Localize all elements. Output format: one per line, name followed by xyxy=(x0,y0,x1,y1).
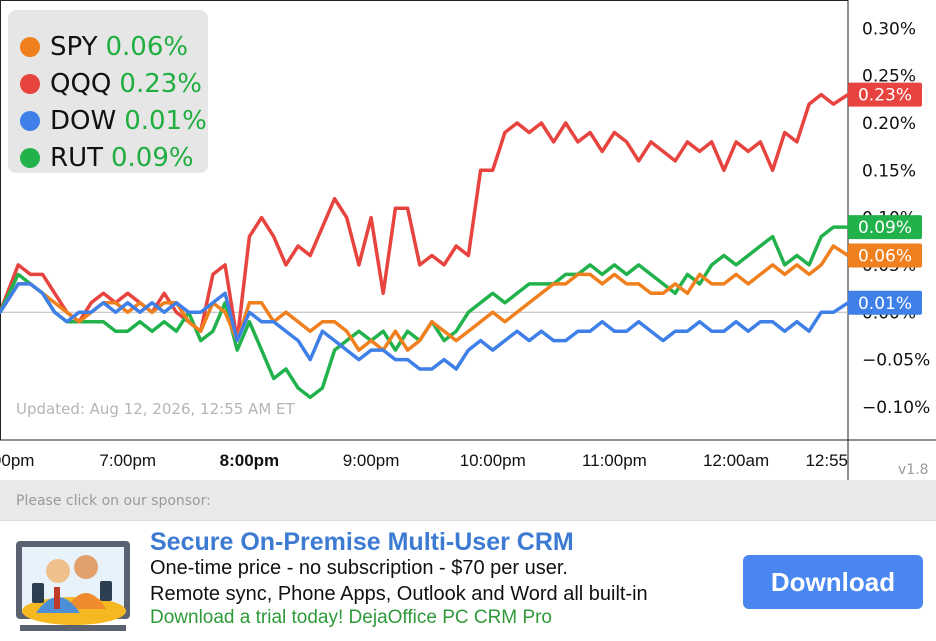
y-tick-label: 0.25% xyxy=(862,67,916,87)
sponsor-ad[interactable]: Secure On-Premise Multi-User CRM One-tim… xyxy=(0,520,936,641)
legend-box: SPY 0.06% QQQ 0.23% DOW 0.01% RUT 0.09% xyxy=(8,10,208,173)
crm-logo-icon xyxy=(16,541,130,631)
legend-symbol: RUT xyxy=(50,143,103,173)
qqq-dot xyxy=(20,74,40,94)
end-label-spy: 0.06% xyxy=(858,246,912,266)
y-tick-label: −0.05% xyxy=(862,351,930,371)
legend-value: 0.06% xyxy=(105,32,189,62)
legend-symbol: SPY xyxy=(50,32,98,62)
y-tick-label: 0.20% xyxy=(862,114,916,134)
legend-item-dow: DOW 0.01% xyxy=(20,103,207,139)
end-label-box-dow xyxy=(848,290,922,315)
y-tick-label: −0.10% xyxy=(862,398,930,418)
market-chart: 0.30%0.25%0.20%0.15%0.10%0.05%0.00%−0.05… xyxy=(0,0,936,480)
dow-dot xyxy=(20,111,40,131)
end-label-box-spy xyxy=(848,243,922,268)
end-label-rut: 0.09% xyxy=(858,218,912,238)
x-tick-label: 7:00pm xyxy=(99,451,156,470)
legend-item-rut: RUT 0.09% xyxy=(20,140,194,176)
x-tick-label: 8:00pm xyxy=(220,451,280,470)
legend-value: 0.09% xyxy=(110,143,194,173)
ad-line-features: Remote sync, Phone Apps, Outlook and Wor… xyxy=(150,583,648,605)
legend-item-qqq: QQQ 0.23% xyxy=(20,66,202,102)
ad-line-price: One-time price - no subscription - $70 p… xyxy=(150,557,568,579)
rut-dot xyxy=(20,148,40,168)
x-tick-label: 12:00am xyxy=(703,451,769,470)
x-tick-label: 6:00pm xyxy=(0,451,34,470)
legend-value: 0.23% xyxy=(119,69,203,99)
legend-item-spy: SPY 0.06% xyxy=(20,29,188,65)
sponsor-section: Please click on our sponsor: Secure On-P… xyxy=(0,480,936,641)
legend-symbol: QQQ xyxy=(50,69,112,99)
x-tick-label: 9:00pm xyxy=(343,451,400,470)
legend-value: 0.01% xyxy=(124,106,207,136)
series-line-dow xyxy=(0,282,850,371)
end-label-box-qqq xyxy=(848,82,922,107)
x-tick-label: 12:55 xyxy=(805,451,848,470)
spy-dot xyxy=(20,37,40,57)
updated-timestamp: Updated: Aug 12, 2026, 12:55 AM ET xyxy=(16,400,295,418)
download-button[interactable]: Download xyxy=(743,555,923,609)
end-label-box-rut xyxy=(848,215,922,240)
x-tick-label: 10:00pm xyxy=(460,451,526,470)
sponsor-label: Please click on our sponsor: xyxy=(16,493,211,509)
chart-area: 0.30%0.25%0.20%0.15%0.10%0.05%0.00%−0.05… xyxy=(0,0,936,480)
end-label-dow: 0.01% xyxy=(858,294,912,314)
x-tick-label: 11:00pm xyxy=(582,451,647,470)
end-label-qqq: 0.23% xyxy=(858,86,912,106)
ad-trial-link[interactable]: Download a trial today! DejaOffice PC CR… xyxy=(150,607,552,628)
y-tick-label: 0.30% xyxy=(862,19,916,39)
version-label: v1.8 xyxy=(898,462,929,478)
ad-title[interactable]: Secure On-Premise Multi-User CRM xyxy=(150,528,574,556)
legend-symbol: DOW xyxy=(50,106,117,136)
y-tick-label: 0.15% xyxy=(862,161,916,181)
